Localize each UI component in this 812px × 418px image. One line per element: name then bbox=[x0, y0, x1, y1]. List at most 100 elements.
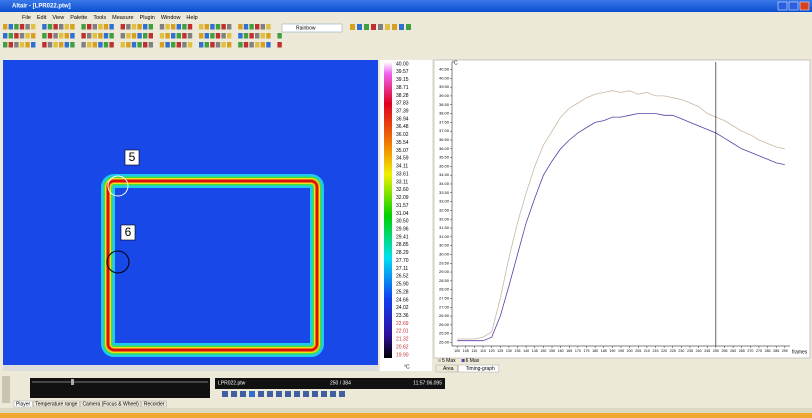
tool-button[interactable] bbox=[350, 24, 355, 30]
tool-button[interactable] bbox=[205, 24, 209, 30]
tool-button[interactable] bbox=[104, 24, 108, 30]
tool-button[interactable] bbox=[137, 33, 141, 39]
tool-button[interactable] bbox=[216, 24, 220, 30]
tool-button[interactable] bbox=[249, 42, 253, 48]
maximize[interactable] bbox=[789, 2, 798, 10]
tool-button[interactable] bbox=[378, 24, 383, 30]
tool-button[interactable] bbox=[3, 33, 7, 39]
player-button[interactable] bbox=[339, 391, 345, 397]
tool-button[interactable] bbox=[20, 33, 24, 39]
tool-button[interactable] bbox=[199, 33, 203, 39]
tool-button[interactable] bbox=[31, 42, 35, 48]
tool-button[interactable] bbox=[171, 24, 175, 30]
tool-button[interactable] bbox=[171, 42, 175, 48]
tool-button[interactable] bbox=[277, 33, 281, 39]
tool-button[interactable] bbox=[143, 24, 147, 30]
timeline[interactable] bbox=[30, 378, 210, 398]
tab-label[interactable]: Recorder bbox=[144, 402, 165, 408]
tool-button[interactable] bbox=[126, 33, 130, 39]
tool-button[interactable] bbox=[143, 33, 147, 39]
tool-button[interactable] bbox=[9, 24, 13, 30]
tool-button[interactable] bbox=[227, 24, 231, 30]
tool-button[interactable] bbox=[70, 42, 74, 48]
tool-button[interactable] bbox=[65, 33, 69, 39]
menu-item[interactable]: Tools bbox=[93, 15, 106, 21]
tool-button[interactable] bbox=[104, 33, 108, 39]
legend-swatch[interactable] bbox=[438, 359, 441, 362]
tool-button[interactable] bbox=[104, 42, 108, 48]
tool-button[interactable] bbox=[266, 33, 270, 39]
tool-button[interactable] bbox=[87, 42, 91, 48]
tool-button[interactable] bbox=[392, 24, 397, 30]
menu-item[interactable]: Palette bbox=[70, 15, 87, 21]
tool-button[interactable] bbox=[3, 24, 7, 30]
tool-button[interactable] bbox=[93, 33, 97, 39]
tool-button[interactable] bbox=[48, 33, 52, 39]
tool-button[interactable] bbox=[53, 33, 57, 39]
tool-button[interactable] bbox=[210, 42, 214, 48]
tool-button[interactable] bbox=[59, 42, 63, 48]
tool-button[interactable] bbox=[255, 42, 259, 48]
side-tab[interactable] bbox=[2, 376, 10, 403]
player-button[interactable] bbox=[285, 391, 291, 397]
tool-button[interactable] bbox=[149, 42, 153, 48]
tool-button[interactable] bbox=[238, 33, 242, 39]
tool-button[interactable] bbox=[59, 24, 63, 30]
tool-button[interactable] bbox=[244, 33, 248, 39]
tool-button[interactable] bbox=[98, 24, 102, 30]
tool-button[interactable] bbox=[3, 42, 7, 48]
tool-button[interactable] bbox=[109, 24, 113, 30]
tool-button[interactable] bbox=[171, 33, 175, 39]
tool-button[interactable] bbox=[249, 24, 253, 30]
tool-button[interactable] bbox=[25, 42, 29, 48]
tool-button[interactable] bbox=[59, 33, 63, 39]
player-button[interactable] bbox=[231, 391, 237, 397]
tool-button[interactable] bbox=[165, 33, 169, 39]
tab-label[interactable]: Player bbox=[16, 402, 31, 408]
tool-button[interactable] bbox=[98, 33, 102, 39]
tool-button[interactable] bbox=[42, 42, 46, 48]
tool-button[interactable] bbox=[277, 42, 281, 48]
tool-button[interactable] bbox=[14, 42, 18, 48]
tab-label[interactable]: Camera (Focus & Wheel) bbox=[82, 402, 139, 408]
tool-button[interactable] bbox=[160, 42, 164, 48]
tool-button[interactable] bbox=[244, 24, 248, 30]
h-scrollbar[interactable] bbox=[3, 365, 378, 371]
tool-button[interactable] bbox=[109, 42, 113, 48]
tool-button[interactable] bbox=[238, 24, 242, 30]
tool-button[interactable] bbox=[137, 24, 141, 30]
tool-button[interactable] bbox=[9, 42, 13, 48]
menu-item[interactable]: Edit bbox=[37, 15, 47, 21]
menu-item[interactable]: Help bbox=[186, 15, 197, 21]
tool-button[interactable] bbox=[255, 24, 259, 30]
tab-label[interactable]: Timing-graph bbox=[466, 366, 495, 372]
tool-button[interactable] bbox=[53, 24, 57, 30]
tool-button[interactable] bbox=[177, 33, 181, 39]
tool-button[interactable] bbox=[25, 24, 29, 30]
tool-button[interactable] bbox=[227, 33, 231, 39]
tool-button[interactable] bbox=[182, 33, 186, 39]
tab-label[interactable]: Area bbox=[443, 366, 454, 372]
tool-button[interactable] bbox=[188, 33, 192, 39]
tool-button[interactable] bbox=[9, 33, 13, 39]
tool-button[interactable] bbox=[261, 33, 265, 39]
tool-button[interactable] bbox=[121, 42, 125, 48]
tool-button[interactable] bbox=[261, 42, 265, 48]
tool-button[interactable] bbox=[25, 33, 29, 39]
menu-item[interactable]: Measure bbox=[112, 15, 133, 21]
player-button[interactable] bbox=[240, 391, 246, 397]
tool-button[interactable] bbox=[98, 42, 102, 48]
tool-button[interactable] bbox=[177, 42, 181, 48]
player-button[interactable] bbox=[294, 391, 300, 397]
tool-button[interactable] bbox=[199, 24, 203, 30]
tool-button[interactable] bbox=[81, 42, 85, 48]
menu-item[interactable]: View bbox=[52, 15, 64, 21]
tool-button[interactable] bbox=[216, 42, 220, 48]
tool-button[interactable] bbox=[221, 24, 225, 30]
tool-button[interactable] bbox=[249, 33, 253, 39]
tool-button[interactable] bbox=[406, 24, 411, 30]
tool-button[interactable] bbox=[42, 33, 46, 39]
tool-button[interactable] bbox=[165, 24, 169, 30]
tool-button[interactable] bbox=[81, 33, 85, 39]
tool-button[interactable] bbox=[132, 24, 136, 30]
